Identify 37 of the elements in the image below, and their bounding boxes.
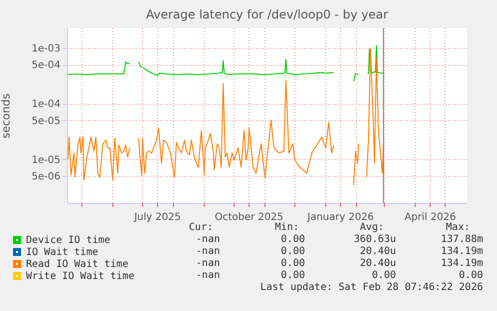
y-tick-label: 5e-05 [32, 116, 60, 127]
text: Min: [274, 222, 299, 234]
x-tick-label: January 2026 [306, 212, 374, 223]
text: 0.00 [280, 234, 305, 246]
x-tick-label: October 2025 [214, 212, 284, 223]
text: -nan [196, 234, 220, 246]
y-tick-label: 1e-05 [32, 154, 60, 166]
y-tick-label: 5e-06 [32, 172, 60, 183]
text: 0.00 [372, 270, 396, 282]
text: 0.00 [280, 258, 305, 270]
y-tick-label: 1e-04 [32, 99, 60, 110]
text: -nan [196, 270, 220, 282]
text: Last update: Sat Feb 28 07:46:22 2026 [260, 282, 483, 294]
chart-title: Average latency for /dev/loop0 - by year [146, 8, 388, 22]
legend-label: IO Wait time [26, 247, 98, 258]
y-tick-label: 5e-04 [32, 60, 60, 72]
text: 0.00 [280, 270, 305, 282]
text: 137.88m [440, 234, 483, 246]
y-axis-title: seconds [0, 93, 13, 138]
legend-label: Write IO Wait time [26, 271, 134, 282]
legend-label: Device IO time [26, 235, 110, 246]
text: Avg: [360, 222, 384, 234]
text: -nan [196, 258, 220, 270]
text: Cur: [188, 222, 213, 234]
text: Max: [446, 222, 470, 234]
x-tick-label: July 2025 [133, 212, 181, 223]
legend-label: Read IO Wait time [26, 259, 128, 270]
text: 20.40u [360, 258, 396, 270]
text: 360.63u [354, 234, 396, 246]
text: 0.00 [458, 270, 483, 282]
text: 134.19m [440, 258, 483, 270]
text: 134.19m [440, 246, 483, 258]
text: 20.40u [360, 246, 396, 258]
text: -nan [196, 246, 220, 258]
text: 0.00 [280, 246, 305, 258]
x-tick-label: April 2026 [404, 212, 456, 223]
y-tick-label: 1e-03 [32, 43, 60, 54]
